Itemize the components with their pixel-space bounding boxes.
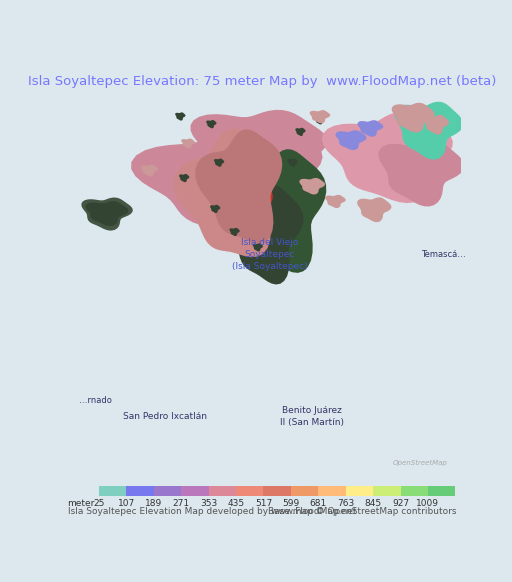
Text: Isla Soyaltepec Elevation: 75 meter Map by  www.FloodMap.net (beta): Isla Soyaltepec Elevation: 75 meter Map … (28, 75, 497, 88)
Bar (208, 485, 236, 496)
Text: 435: 435 (227, 499, 245, 508)
Bar (181, 485, 208, 496)
Bar (154, 485, 181, 496)
Bar (291, 485, 318, 496)
Bar (99, 485, 126, 496)
Text: 189: 189 (145, 499, 162, 508)
Text: 927: 927 (392, 499, 409, 508)
Bar (263, 485, 291, 496)
Bar (346, 485, 373, 496)
Text: Base map © OpenStreetMap contributors: Base map © OpenStreetMap contributors (268, 508, 457, 516)
Bar (373, 485, 400, 496)
Text: 517: 517 (255, 499, 272, 508)
Text: San Pedro Ixcatlán: San Pedro Ixcatlán (123, 412, 207, 421)
Bar (318, 485, 346, 496)
Text: meter: meter (68, 499, 95, 508)
Text: 107: 107 (118, 499, 135, 508)
Text: OpenStreetMap: OpenStreetMap (393, 460, 447, 466)
Bar (236, 485, 263, 496)
Text: Isla Soyaltepec Elevation Map developed by www.FloodMap.net: Isla Soyaltepec Elevation Map developed … (68, 508, 356, 516)
Text: 845: 845 (365, 499, 381, 508)
Text: 271: 271 (173, 499, 190, 508)
Text: 353: 353 (200, 499, 217, 508)
Text: 763: 763 (337, 499, 354, 508)
Text: Temascá…: Temascá… (421, 250, 466, 259)
Bar (400, 485, 428, 496)
Bar (428, 485, 455, 496)
Text: Isla del Viejo
Soyaltepec
(Isla Soyaltepec): Isla del Viejo Soyaltepec (Isla Soyaltep… (231, 239, 307, 271)
Text: 599: 599 (282, 499, 300, 508)
Bar (126, 485, 154, 496)
Text: 25: 25 (93, 499, 104, 508)
Text: Benito Juárez
II (San Martín): Benito Juárez II (San Martín) (280, 406, 344, 427)
Text: 681: 681 (310, 499, 327, 508)
Text: 1009: 1009 (416, 499, 439, 508)
Text: …rnado: …rnado (79, 396, 112, 406)
